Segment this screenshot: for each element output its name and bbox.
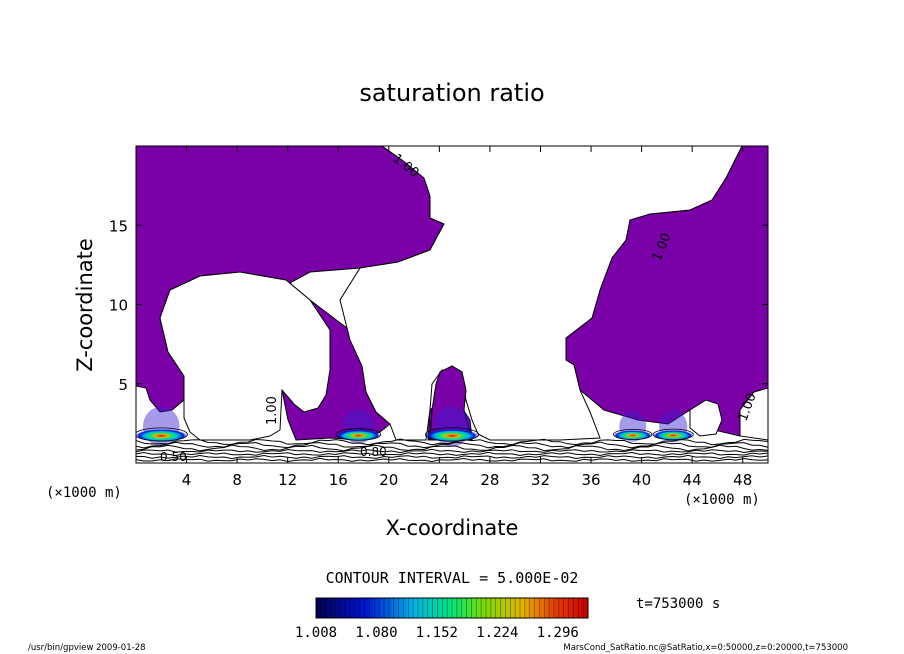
colorbar-tick-label: 1.080: [355, 625, 397, 641]
ground-contour-line: [136, 451, 768, 457]
colorbar-tick-label: 1.152: [416, 625, 458, 641]
contour-interval: CONTOUR INTERVAL = 5.000E-02: [326, 569, 579, 587]
colorbar-tick-label: 1.224: [476, 625, 518, 641]
core-mark: [424, 427, 480, 442]
contour-label: 1.00: [265, 396, 280, 425]
ground-contour-line: [136, 448, 768, 454]
x-tick-label: 44: [683, 471, 702, 489]
ground-contour-line: [136, 444, 768, 452]
colorbar-tick-label: 1.296: [537, 625, 579, 641]
chart-title: saturation ratio: [359, 79, 544, 107]
x-tick-label: 32: [531, 471, 550, 489]
x-tick-label: 16: [329, 471, 348, 489]
contour-label: 0.50: [160, 450, 187, 464]
colorbar-tick-label: 1.008: [295, 625, 337, 641]
x-tick-label: 20: [379, 471, 398, 489]
x-unit-left: (×1000 m): [46, 485, 122, 501]
x-tick-label: 36: [581, 471, 600, 489]
plot-area: [136, 146, 768, 463]
core-mark: [652, 428, 694, 441]
x-axis: 4 8 12 16 20 24 28 32 36 40 44 48: [182, 146, 752, 489]
core-mark: [136, 427, 188, 442]
colorbar: [315, 597, 589, 619]
ground-contours: [136, 438, 768, 463]
core-mark: [613, 428, 653, 440]
x-unit-right: (×1000 m): [684, 492, 760, 508]
y-tick-label: 10: [109, 297, 128, 315]
ground-contour-line: [136, 457, 768, 463]
x-tick-label: 8: [232, 471, 242, 489]
y-tick-label: 15: [109, 217, 128, 235]
ground-contour-line: [136, 454, 768, 460]
y-tick-label: 5: [118, 376, 128, 394]
x-tick-label: 12: [278, 471, 297, 489]
y-axis: 5 10 15: [109, 217, 768, 394]
ground-contour-line: [136, 438, 768, 446]
core-mark: [335, 428, 382, 441]
y-axis-label: Z-coordinate: [73, 238, 97, 372]
x-tick-label: 4: [182, 471, 192, 489]
x-axis-label: X-coordinate: [386, 516, 519, 540]
footer-left: /usr/bin/gpview 2009-01-28: [28, 643, 146, 653]
x-tick-label: 40: [632, 471, 651, 489]
footer-right: MarsCond_SatRatio.nc@SatRatio,x=0:50000,…: [563, 643, 848, 653]
contour-label: 0.80: [360, 445, 387, 459]
x-tick-label: 24: [430, 471, 449, 489]
x-tick-label: 48: [733, 471, 752, 489]
time-label: t=753000 s: [636, 596, 720, 612]
ground-contour-line: [136, 441, 768, 449]
core-layer: [136, 406, 694, 447]
x-tick-label: 28: [480, 471, 499, 489]
